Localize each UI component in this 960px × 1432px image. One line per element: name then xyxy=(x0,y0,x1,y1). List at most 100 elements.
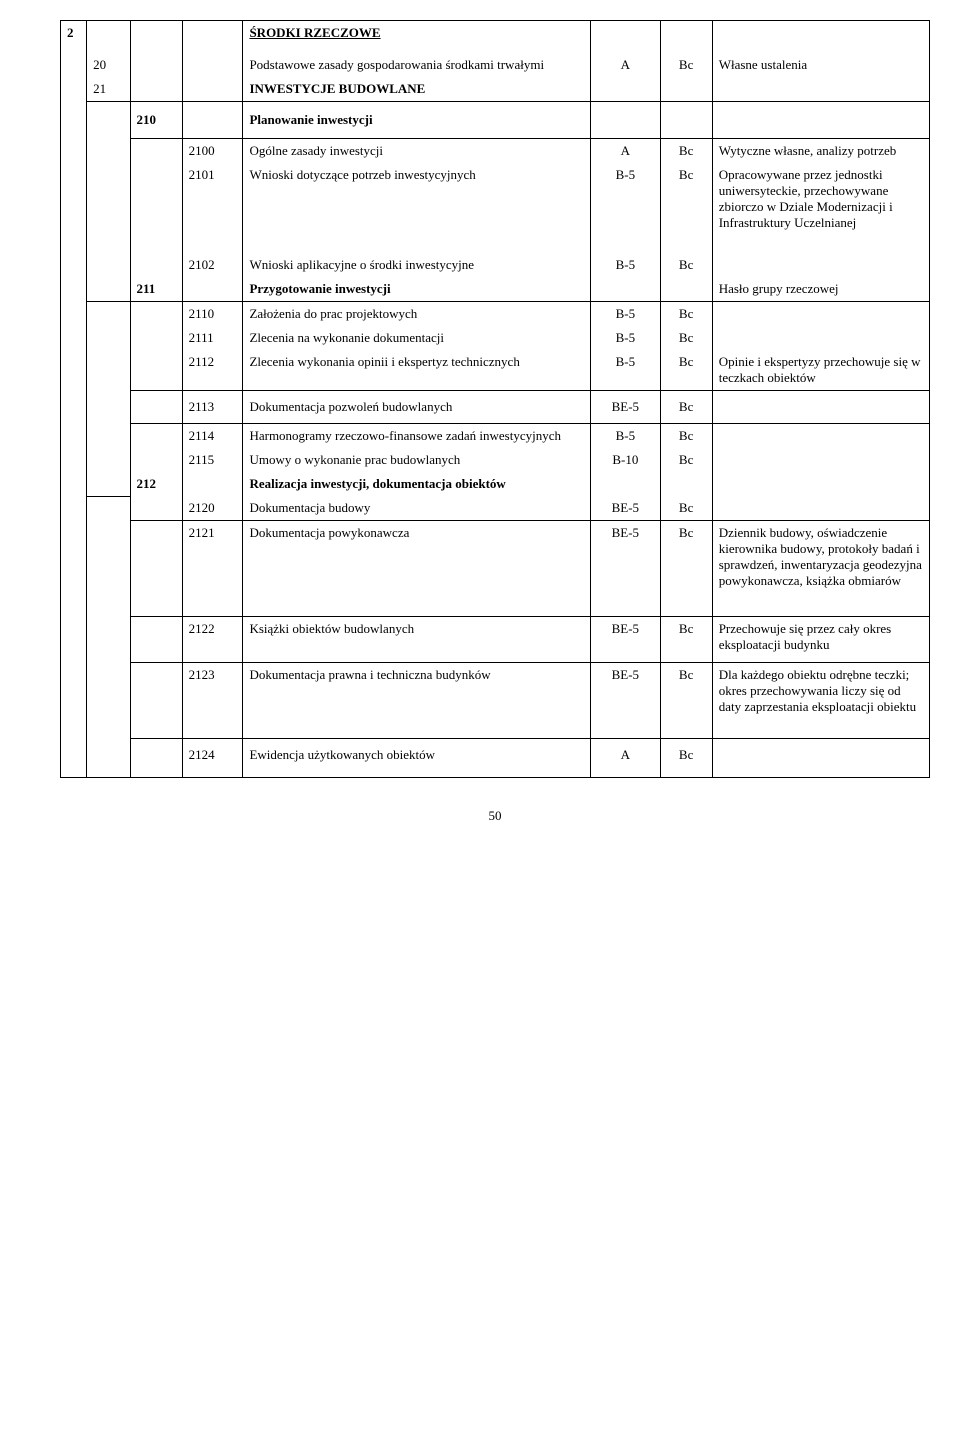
cell xyxy=(130,326,182,350)
cell xyxy=(130,77,182,102)
table-row: 2124 Ewidencja użytkowanych obiektów A B… xyxy=(61,739,930,778)
cell xyxy=(182,472,243,496)
cell xyxy=(591,77,661,102)
cell xyxy=(61,302,87,327)
cell xyxy=(130,448,182,472)
cell xyxy=(130,739,182,778)
cell: Dokumentacja powykonawcza xyxy=(243,521,591,617)
cell: Bc xyxy=(660,663,712,739)
cell xyxy=(591,472,661,496)
cell: Przechowuje się przez cały okres eksploa… xyxy=(712,617,929,663)
cell xyxy=(712,424,929,449)
cell: Opinie i ekspertyzy przechowuje się w te… xyxy=(712,350,929,391)
cell xyxy=(712,739,929,778)
cell: BE-5 xyxy=(591,391,661,424)
table-row: 210 Planowanie inwestycji xyxy=(61,102,930,139)
cell xyxy=(660,21,712,54)
cell: 212 xyxy=(130,472,182,496)
cell xyxy=(61,163,87,253)
cell xyxy=(130,496,182,521)
cell xyxy=(87,617,130,663)
cell: B-5 xyxy=(591,163,661,253)
cell: BE-5 xyxy=(591,663,661,739)
table-row: 2112 Zlecenia wykonania opinii i ekspert… xyxy=(61,350,930,391)
cell xyxy=(87,448,130,472)
cell: 210 xyxy=(130,102,182,139)
cell: Bc xyxy=(660,350,712,391)
cell: 211 xyxy=(130,277,182,302)
cell xyxy=(712,472,929,496)
cell xyxy=(712,496,929,521)
cell: Bc xyxy=(660,253,712,277)
cell: Dla każdego obiektu odrębne teczki; okre… xyxy=(712,663,929,739)
cell xyxy=(61,326,87,350)
cell xyxy=(660,472,712,496)
cell: Dziennik budowy, oświadczenie kierownika… xyxy=(712,521,929,617)
cell xyxy=(61,448,87,472)
cell xyxy=(130,21,182,54)
table-row: 2100 Ogólne zasady inwestycji A Bc Wytyc… xyxy=(61,139,930,164)
cell xyxy=(182,53,243,77)
cell: A xyxy=(591,53,661,77)
cell: Ewidencja użytkowanych obiektów xyxy=(243,739,591,778)
cell: Dokumentacja prawna i techniczna budynkó… xyxy=(243,663,591,739)
cell xyxy=(61,139,87,164)
cell: Wytyczne własne, analizy potrzeb xyxy=(712,139,929,164)
cell: Dokumentacja budowy xyxy=(243,496,591,521)
cell: 2101 xyxy=(182,163,243,253)
cell xyxy=(61,472,87,496)
table-row: 2111 Zlecenia na wykonanie dokumentacji … xyxy=(61,326,930,350)
cell: Hasło grupy rzeczowej xyxy=(712,277,929,302)
cell: Bc xyxy=(660,521,712,617)
table-row: 2120 Dokumentacja budowy BE-5 Bc xyxy=(61,496,930,521)
cell xyxy=(712,102,929,139)
cell xyxy=(712,21,929,54)
cell xyxy=(61,277,87,302)
cell xyxy=(130,617,182,663)
cell xyxy=(182,21,243,54)
cell: Podstawowe zasady gospodarowania środkam… xyxy=(243,53,591,77)
cell xyxy=(61,102,87,139)
cell: Dokumentacja pozwoleń budowlanych xyxy=(243,391,591,424)
cell: 2124 xyxy=(182,739,243,778)
cell: Bc xyxy=(660,739,712,778)
table-row: 21 INWESTYCJE BUDOWLANE xyxy=(61,77,930,102)
cell xyxy=(87,139,130,164)
cell xyxy=(87,302,130,327)
cell xyxy=(712,253,929,277)
table-row: 2102 Wnioski aplikacyjne o środki inwest… xyxy=(61,253,930,277)
table-row: 2101 Wnioski dotyczące potrzeb inwestycy… xyxy=(61,163,930,253)
cell: 2111 xyxy=(182,326,243,350)
cell xyxy=(61,77,87,102)
cell: 2121 xyxy=(182,521,243,617)
cell: ŚRODKI RZECZOWE xyxy=(243,21,591,54)
cell: 2114 xyxy=(182,424,243,449)
cell xyxy=(87,391,130,424)
cell: 2120 xyxy=(182,496,243,521)
cell xyxy=(130,663,182,739)
cell xyxy=(87,163,130,253)
cell xyxy=(87,253,130,277)
page-number: 50 xyxy=(60,808,930,824)
cell xyxy=(130,424,182,449)
cell xyxy=(61,496,87,521)
cell: Bc xyxy=(660,302,712,327)
cell: 2122 xyxy=(182,617,243,663)
cell xyxy=(660,77,712,102)
cell: Bc xyxy=(660,326,712,350)
cell: Bc xyxy=(660,424,712,449)
cell: Planowanie inwestycji xyxy=(243,102,591,139)
cell xyxy=(61,521,87,617)
table-row: 2113 Dokumentacja pozwoleń budowlanych B… xyxy=(61,391,930,424)
cell xyxy=(87,739,130,778)
cell: 2102 xyxy=(182,253,243,277)
cell xyxy=(87,521,130,617)
cell xyxy=(182,102,243,139)
table-row: 212 Realizacja inwestycji, dokumentacja … xyxy=(61,472,930,496)
cell xyxy=(591,277,661,302)
cell xyxy=(87,350,130,391)
cell xyxy=(61,391,87,424)
cell xyxy=(591,102,661,139)
table-row: 2114 Harmonogramy rzeczowo-finansowe zad… xyxy=(61,424,930,449)
cell xyxy=(130,53,182,77)
